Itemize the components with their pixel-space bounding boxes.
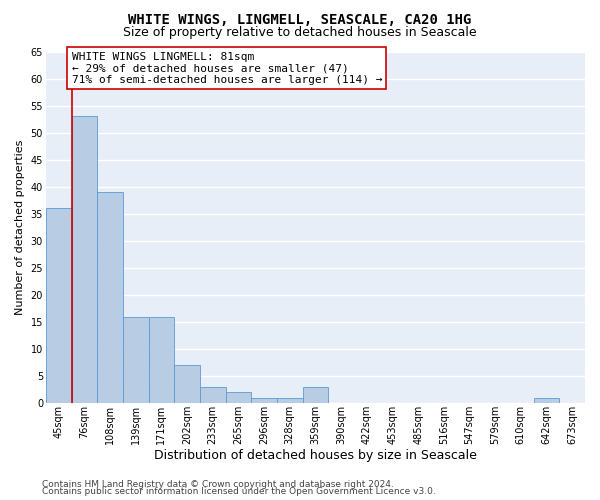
Text: WHITE WINGS, LINGMELL, SEASCALE, CA20 1HG: WHITE WINGS, LINGMELL, SEASCALE, CA20 1H… — [128, 12, 472, 26]
Text: Contains public sector information licensed under the Open Government Licence v3: Contains public sector information licen… — [42, 488, 436, 496]
X-axis label: Distribution of detached houses by size in Seascale: Distribution of detached houses by size … — [154, 450, 477, 462]
Bar — [302, 387, 328, 403]
Bar — [97, 192, 123, 403]
Bar — [149, 316, 174, 403]
Bar — [46, 208, 71, 403]
Bar — [71, 116, 97, 403]
Text: Size of property relative to detached houses in Seascale: Size of property relative to detached ho… — [123, 26, 477, 39]
Text: WHITE WINGS LINGMELL: 81sqm
← 29% of detached houses are smaller (47)
71% of sem: WHITE WINGS LINGMELL: 81sqm ← 29% of det… — [71, 52, 382, 84]
Bar — [123, 316, 149, 403]
Bar — [533, 398, 559, 403]
Bar — [200, 387, 226, 403]
Y-axis label: Number of detached properties: Number of detached properties — [15, 140, 25, 315]
Bar — [174, 366, 200, 403]
Text: Contains HM Land Registry data © Crown copyright and database right 2024.: Contains HM Land Registry data © Crown c… — [42, 480, 394, 489]
Bar — [251, 398, 277, 403]
Bar — [226, 392, 251, 403]
Bar — [277, 398, 302, 403]
